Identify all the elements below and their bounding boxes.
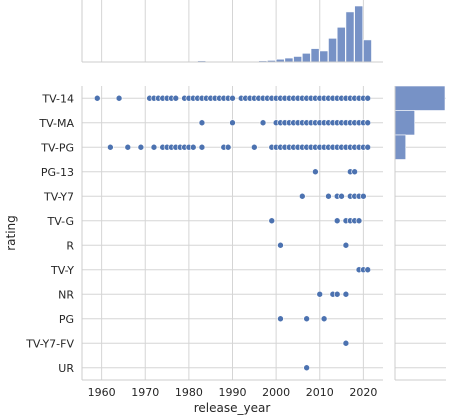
top-histogram-bar (319, 50, 329, 63)
y-tick-label: PG (59, 313, 74, 326)
scatter-point (303, 364, 310, 372)
scatter-point (364, 119, 372, 127)
top-histogram-bar (345, 11, 355, 63)
scatter-point (338, 192, 345, 200)
y-tick-label: UR (58, 362, 74, 375)
scatter-point (351, 168, 358, 176)
scatter-point (189, 143, 197, 151)
x-tick-label: 1980 (175, 386, 203, 399)
main-axes (81, 86, 383, 381)
scatter-point (303, 315, 310, 323)
y-tick-label: R (66, 239, 74, 252)
top-histogram-bar (363, 39, 372, 63)
scatter-point (312, 168, 319, 176)
top-histogram-bar (301, 53, 311, 63)
x-axis-label: release_year (194, 401, 271, 415)
scatter-point (251, 143, 258, 151)
y-tick-labels: TV-14 TV-MA TV-PG PG-13 TV-Y7 TV-G R TV-Y NR PG TV… (25, 92, 74, 375)
top-histogram-bar (284, 57, 294, 63)
x-tick-label: 1960 (88, 386, 116, 399)
scatter-point (124, 143, 132, 151)
scatter-point (93, 94, 101, 102)
right-histogram-grid (395, 97, 446, 369)
scatter-point (316, 290, 324, 298)
scatter-point (342, 290, 350, 298)
scatter-point (325, 192, 332, 200)
scatter-point (364, 94, 372, 102)
x-tick-label: 1970 (131, 386, 159, 399)
right-histogram-bars (394, 85, 446, 160)
y-tick-label: TV-PG (40, 141, 74, 154)
top-histogram-bars (197, 5, 372, 63)
scatter-point (333, 290, 341, 298)
top-histogram-bar (336, 26, 346, 63)
scatter-point (268, 217, 276, 225)
y-tick-label: NR (58, 288, 74, 301)
scatter-point (115, 94, 123, 102)
scatter-point (172, 94, 180, 102)
scatter-point (259, 119, 267, 127)
scatter-point (342, 339, 350, 347)
scatter-point (277, 315, 284, 323)
y-tick-label: TV-Y7 (43, 190, 74, 203)
scatter-point (224, 143, 232, 151)
scatter-point (342, 241, 350, 249)
top-histogram-bar (354, 5, 364, 63)
top-histogram-bar (328, 38, 337, 63)
scatter-point (364, 143, 372, 151)
scatter-point (320, 315, 328, 323)
scatter-point (298, 192, 306, 200)
x-tick-label: 1990 (219, 386, 247, 399)
scatter-point (360, 192, 367, 200)
scatter-points (93, 94, 372, 372)
y-tick-label: TV-14 (41, 92, 74, 105)
scatter-point (150, 143, 158, 151)
right-marginal-histogram (394, 85, 446, 381)
scatter-point (198, 143, 206, 151)
x-tick-label: 2020 (349, 386, 377, 399)
y-tick-label: TV-Y7-FV (25, 337, 74, 350)
right-histogram-bar (394, 110, 415, 136)
top-histogram-grid (101, 0, 364, 62)
scatter-point (355, 217, 363, 225)
top-histogram-bar (293, 56, 302, 63)
scatter-point (333, 217, 341, 225)
scatter-point (229, 94, 236, 102)
y-axis-label: rating (4, 215, 18, 251)
y-tick-label: TV-MA (38, 117, 74, 130)
y-tick-label: TV-G (47, 215, 75, 228)
right-histogram-bar (394, 85, 446, 111)
y-tick-label: PG-13 (41, 166, 74, 179)
right-histogram-bar (394, 134, 407, 160)
x-tick-labels: 1960 1970 1980 1990 2000 2010 2020 (88, 386, 378, 399)
scatter-point (107, 143, 114, 151)
scatter-point (364, 266, 372, 274)
scatter-point (277, 241, 284, 249)
scatter-point (137, 143, 145, 151)
y-tick-label: TV-Y (50, 264, 74, 277)
scatter-point (229, 119, 236, 127)
top-histogram-bar (310, 48, 320, 63)
x-tick-label: 2000 (262, 386, 290, 399)
x-tick-label: 2010 (306, 386, 334, 399)
main-grid (82, 86, 383, 380)
scatter-point (198, 119, 206, 127)
top-marginal-histogram (81, 0, 383, 63)
